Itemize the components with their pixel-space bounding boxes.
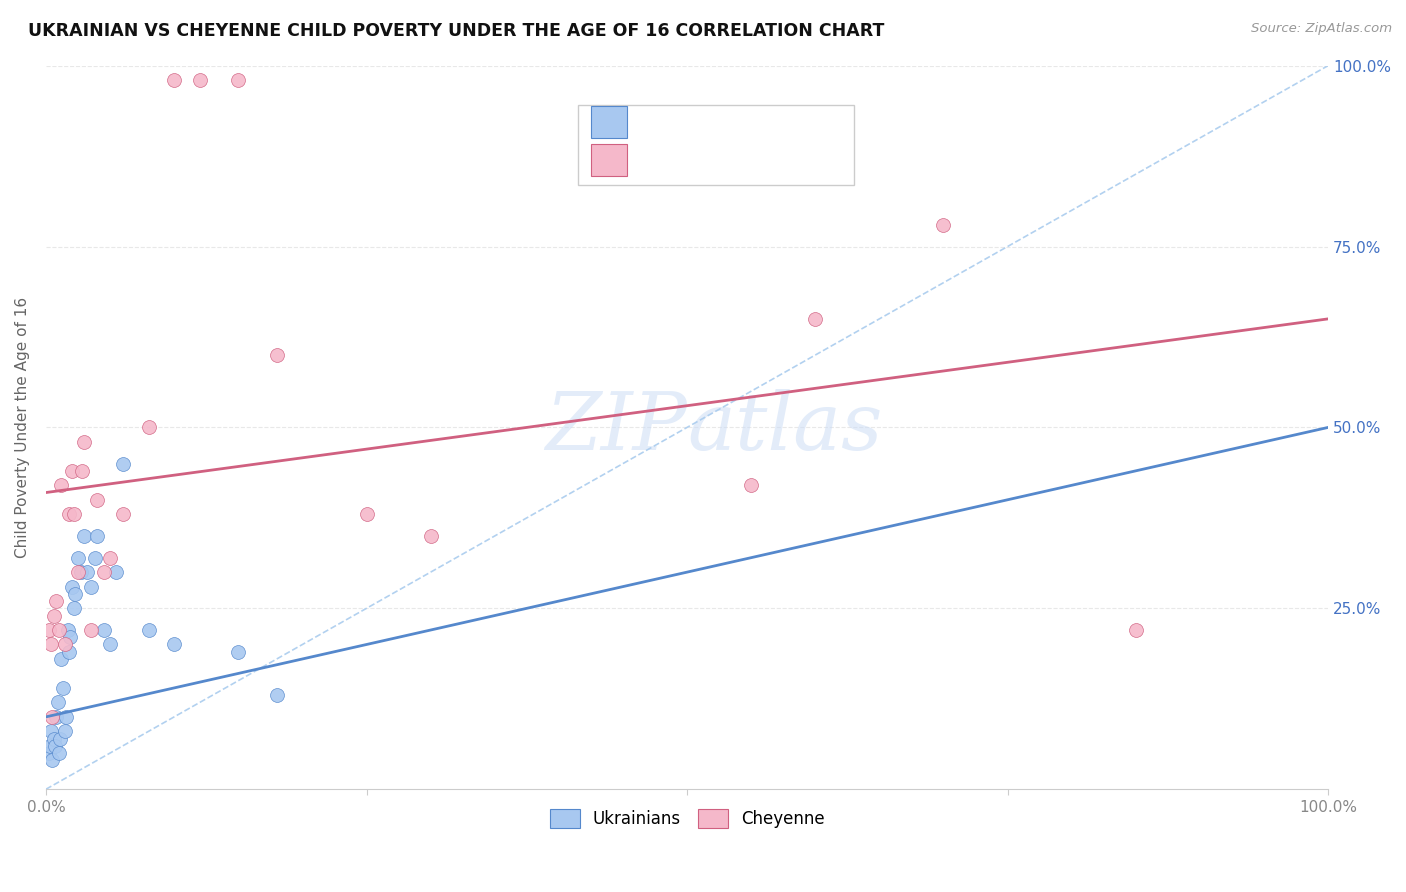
Point bbox=[70, 464, 93, 478]
Legend: Ukrainians, Cheyenne: Ukrainians, Cheyenne bbox=[543, 803, 831, 835]
Point bbox=[73, 434, 96, 449]
Point bbox=[138, 623, 160, 637]
Text: Source: ZipAtlas.com: Source: ZipAtlas.com bbox=[1251, 22, 1392, 36]
Point bbox=[138, 420, 160, 434]
Point bbox=[98, 550, 121, 565]
Point bbox=[98, 638, 121, 652]
Text: UKRAINIAN VS CHEYENNE CHILD POVERTY UNDER THE AGE OF 16 CORRELATION CHART: UKRAINIAN VS CHEYENNE CHILD POVERTY UNDE… bbox=[28, 22, 884, 40]
Point bbox=[39, 638, 62, 652]
Point bbox=[60, 580, 83, 594]
Point bbox=[42, 731, 65, 746]
Point bbox=[45, 594, 67, 608]
Point bbox=[65, 587, 87, 601]
Point bbox=[63, 601, 86, 615]
Y-axis label: Child Poverty Under the Age of 16: Child Poverty Under the Age of 16 bbox=[15, 297, 30, 558]
Point bbox=[188, 73, 211, 87]
Point bbox=[86, 492, 108, 507]
Point bbox=[932, 218, 955, 232]
Text: N =: N = bbox=[758, 152, 794, 169]
Point bbox=[163, 638, 186, 652]
Point bbox=[51, 652, 73, 666]
Point bbox=[226, 645, 249, 659]
Point bbox=[46, 695, 69, 709]
Point bbox=[42, 608, 65, 623]
FancyBboxPatch shape bbox=[591, 105, 627, 138]
Point bbox=[356, 508, 378, 522]
FancyBboxPatch shape bbox=[591, 144, 627, 177]
Point bbox=[76, 565, 98, 579]
FancyBboxPatch shape bbox=[578, 105, 853, 185]
Point bbox=[52, 681, 75, 695]
Point bbox=[80, 623, 103, 637]
Point bbox=[66, 550, 89, 565]
Point bbox=[41, 753, 63, 767]
Point bbox=[53, 724, 76, 739]
Point bbox=[56, 623, 79, 637]
Text: R =: R = bbox=[640, 113, 676, 131]
Point bbox=[111, 457, 134, 471]
Point bbox=[86, 529, 108, 543]
Point bbox=[38, 739, 60, 753]
Text: atlas: atlas bbox=[688, 389, 883, 467]
Point bbox=[38, 623, 60, 637]
Point bbox=[60, 464, 83, 478]
Point bbox=[45, 710, 67, 724]
Point bbox=[41, 710, 63, 724]
Text: R =: R = bbox=[640, 152, 676, 169]
Point bbox=[44, 739, 66, 753]
Text: 0.197: 0.197 bbox=[683, 152, 740, 169]
Point bbox=[804, 311, 827, 326]
Text: 0.477: 0.477 bbox=[683, 113, 740, 131]
Point bbox=[80, 580, 103, 594]
Text: 35: 35 bbox=[801, 113, 827, 131]
Point bbox=[69, 565, 91, 579]
Point bbox=[55, 710, 77, 724]
Point bbox=[48, 746, 70, 760]
Point bbox=[63, 508, 86, 522]
Text: N =: N = bbox=[758, 113, 794, 131]
Point bbox=[83, 550, 105, 565]
Point bbox=[51, 478, 73, 492]
Text: ZIP: ZIP bbox=[546, 389, 688, 467]
Point bbox=[49, 731, 72, 746]
Point bbox=[53, 638, 76, 652]
Point bbox=[73, 529, 96, 543]
Point bbox=[740, 478, 762, 492]
Point bbox=[1125, 623, 1147, 637]
Point bbox=[111, 508, 134, 522]
Point bbox=[93, 623, 115, 637]
Point bbox=[66, 565, 89, 579]
Point bbox=[419, 529, 441, 543]
Point bbox=[58, 645, 80, 659]
Point bbox=[48, 623, 70, 637]
Point bbox=[266, 688, 288, 702]
Point bbox=[58, 508, 80, 522]
Point bbox=[93, 565, 115, 579]
Text: 30: 30 bbox=[801, 152, 827, 169]
Point bbox=[105, 565, 128, 579]
Point bbox=[266, 348, 288, 362]
Point bbox=[38, 746, 60, 760]
Point bbox=[39, 724, 62, 739]
Point bbox=[59, 630, 82, 644]
Point bbox=[226, 73, 249, 87]
Point bbox=[163, 73, 186, 87]
